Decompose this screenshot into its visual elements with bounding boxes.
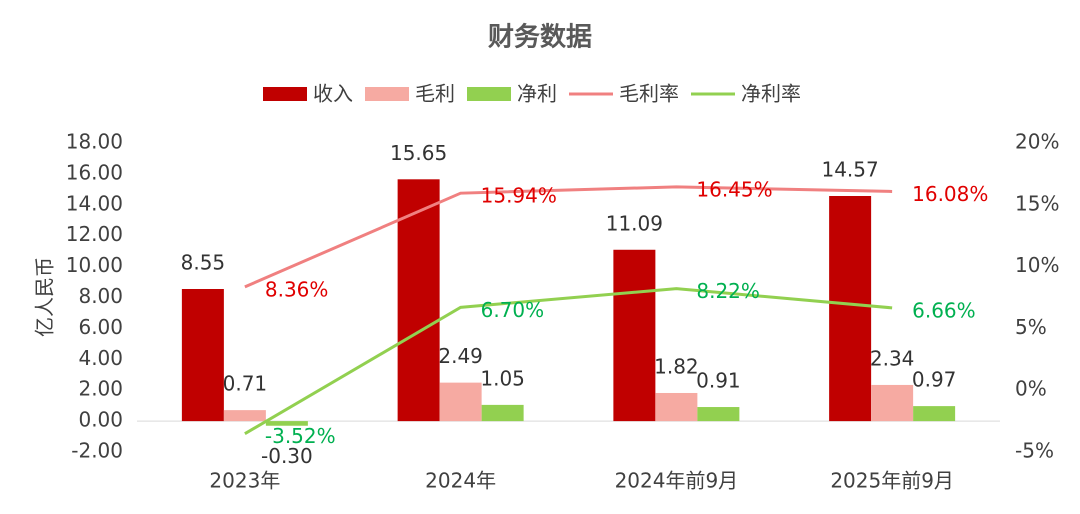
y2-tick-label: 10% xyxy=(1015,253,1059,277)
y2-tick-label: 20% xyxy=(1015,130,1059,154)
bar xyxy=(481,404,524,422)
bar xyxy=(697,407,740,422)
y-tick-label: 18.00 xyxy=(66,130,123,154)
bar-value-label: 8.55 xyxy=(181,251,226,275)
bar xyxy=(613,249,656,422)
line-value-label: -3.52% xyxy=(265,424,336,448)
bar xyxy=(871,384,914,422)
x-tick-label: 2024年前9月 xyxy=(615,469,739,493)
line-value-label: 6.66% xyxy=(912,298,976,322)
y-tick-label: 14.00 xyxy=(66,191,123,215)
legend-label: 毛利 xyxy=(415,82,455,106)
y-axis-label: 亿人民币 xyxy=(33,257,57,337)
y-tick-label: -2.00 xyxy=(71,439,123,463)
x-tick-label: 2023年 xyxy=(209,469,280,493)
y-tick-label: 4.00 xyxy=(78,346,123,370)
y-tick-label: 8.00 xyxy=(78,284,123,308)
x-tick-label: 2025年前9月 xyxy=(830,469,954,493)
x-tick-label: 2024年 xyxy=(425,469,496,493)
y2-tick-label: 15% xyxy=(1015,191,1059,215)
y-tick-label: 12.00 xyxy=(66,222,123,246)
y2-tick-label: 5% xyxy=(1015,315,1047,339)
y-tick-label: 2.00 xyxy=(78,377,123,401)
bar-value-label: 15.65 xyxy=(390,141,447,165)
legend-swatch xyxy=(467,87,511,101)
bar xyxy=(181,289,224,422)
y-tick-label: 16.00 xyxy=(66,160,123,184)
line xyxy=(244,185,893,289)
line xyxy=(244,287,893,436)
legend-label: 收入 xyxy=(313,82,353,106)
line-value-label: 16.45% xyxy=(696,177,772,201)
line-value-label: 16.08% xyxy=(912,182,988,206)
bar-value-label: 0.91 xyxy=(696,369,741,393)
bar-value-label: 2.34 xyxy=(870,346,915,370)
bar xyxy=(439,382,482,422)
legend-swatch xyxy=(263,87,307,101)
legend-label: 净利 xyxy=(517,82,557,106)
bar-value-label: 14.57 xyxy=(821,157,878,181)
line-value-label: 8.36% xyxy=(265,277,329,301)
y-tick-label: 0.00 xyxy=(78,408,123,432)
line-value-label: 8.22% xyxy=(696,279,760,303)
bar-value-label: 1.05 xyxy=(480,366,525,390)
y2-tick-label: -5% xyxy=(1015,439,1054,463)
line-value-label: 15.94% xyxy=(481,184,557,208)
bar xyxy=(223,410,266,422)
bar-value-label: 1.82 xyxy=(654,354,699,378)
bar xyxy=(265,421,308,426)
legend-label: 毛利率 xyxy=(619,82,679,106)
y2-tick-label: 0% xyxy=(1015,377,1047,401)
legend-swatch xyxy=(365,87,409,101)
y-tick-label: 6.00 xyxy=(78,315,123,339)
bar-value-label: 0.97 xyxy=(912,368,957,392)
bar-value-label: 2.49 xyxy=(438,344,483,368)
bar-value-label: -0.30 xyxy=(261,444,313,468)
bar xyxy=(655,392,698,422)
line-value-label: 6.70% xyxy=(481,298,545,322)
bar xyxy=(829,195,872,422)
legend-label: 净利率 xyxy=(741,82,801,106)
bar-value-label: 11.09 xyxy=(606,211,663,235)
bar xyxy=(913,406,956,422)
bar-value-label: 0.71 xyxy=(223,372,268,396)
bar xyxy=(397,179,440,422)
chart-title: 财务数据 xyxy=(488,23,592,53)
y-tick-label: 10.00 xyxy=(66,253,123,277)
